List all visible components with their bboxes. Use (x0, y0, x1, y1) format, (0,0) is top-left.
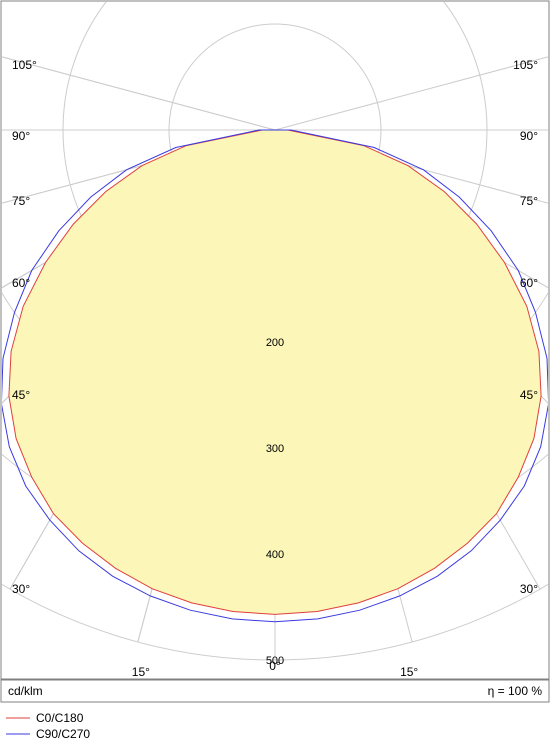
angle-label: 15° (132, 665, 150, 679)
angle-label: 60° (520, 276, 538, 290)
angle-label: 75° (520, 194, 538, 208)
angle-label: 60° (12, 276, 30, 290)
angle-label: 105° (513, 58, 538, 72)
polar-chart: 2003004005000°15°15°30°30°45°45°60°60°75… (0, 0, 550, 750)
angle-label: 15° (400, 665, 418, 679)
radial-label: 300 (266, 443, 284, 455)
angle-label: 105° (12, 58, 37, 72)
angle-label: 30° (12, 582, 30, 596)
angle-label: 30° (520, 582, 538, 596)
efficiency-label: η = 100 % (488, 684, 543, 698)
angle-label: 90° (520, 129, 538, 143)
radial-label: 200 (266, 337, 284, 349)
chart-svg: 2003004005000°15°15°30°30°45°45°60°60°75… (0, 0, 550, 750)
angle-label: 75° (12, 194, 30, 208)
angle-label: 90° (12, 129, 30, 143)
radial-label: 400 (266, 549, 284, 561)
angle-label: 0° (269, 659, 281, 673)
legend-label: C0/C180 (36, 711, 84, 725)
unit-label: cd/klm (8, 684, 43, 698)
angle-label: 45° (520, 388, 538, 402)
angle-label: 45° (12, 388, 30, 402)
legend-label: C90/C270 (36, 727, 90, 741)
